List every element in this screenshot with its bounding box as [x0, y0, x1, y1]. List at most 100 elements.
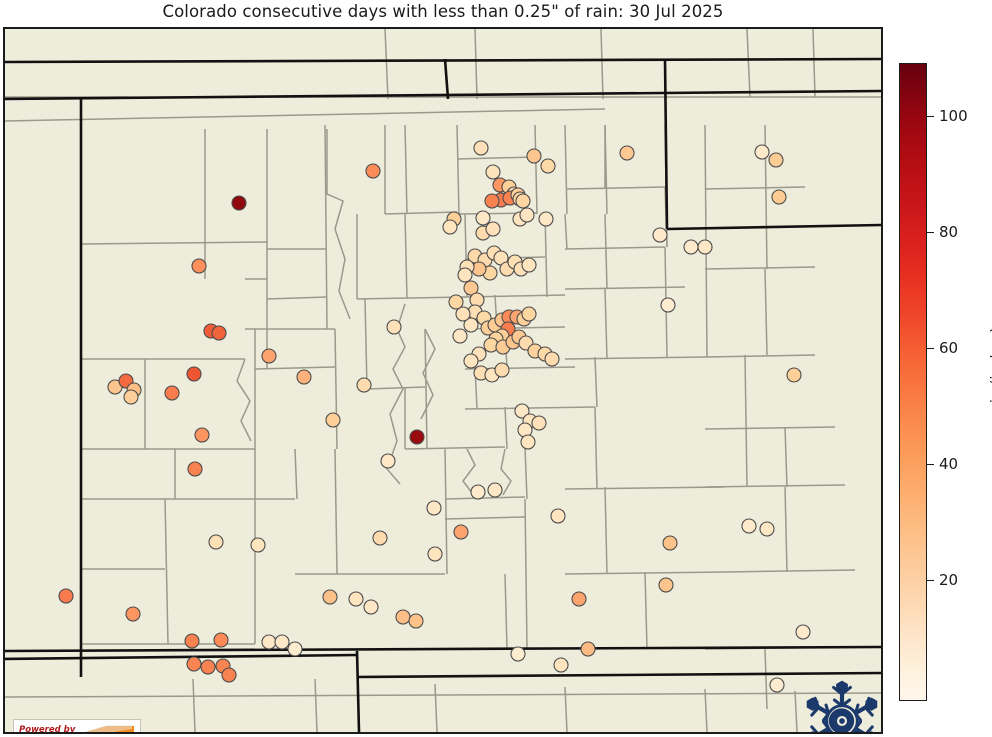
- map-background: [5, 29, 881, 732]
- station-point[interactable]: [754, 144, 770, 160]
- station-point[interactable]: [795, 624, 811, 640]
- station-point[interactable]: [515, 193, 531, 209]
- station-point[interactable]: [221, 667, 237, 683]
- acis-logo: Powered by ACIS Regional Climate Centers: [13, 719, 141, 734]
- station-point[interactable]: [550, 508, 566, 524]
- station-point[interactable]: [470, 484, 486, 500]
- station-point[interactable]: [463, 353, 479, 369]
- station-point[interactable]: [544, 351, 560, 367]
- station-point[interactable]: [187, 461, 203, 477]
- station-point[interactable]: [786, 367, 802, 383]
- station-point[interactable]: [662, 535, 678, 551]
- station-point[interactable]: [231, 195, 247, 211]
- station-point[interactable]: [363, 599, 379, 615]
- station-point[interactable]: [768, 152, 784, 168]
- colorbar-tick-mark: [927, 231, 934, 233]
- colorbar-tick-label: 80: [939, 222, 959, 241]
- station-point[interactable]: [194, 427, 210, 443]
- station-point[interactable]: [164, 385, 180, 401]
- station-point[interactable]: [58, 588, 74, 604]
- station-point[interactable]: [191, 258, 207, 274]
- station-point[interactable]: [514, 403, 530, 419]
- colorbar-tick-label: 100: [939, 106, 968, 125]
- station-point[interactable]: [520, 434, 536, 450]
- station-point[interactable]: [372, 530, 388, 546]
- station-point[interactable]: [250, 537, 266, 553]
- station-point[interactable]: [261, 634, 277, 650]
- station-point[interactable]: [619, 145, 635, 161]
- station-point[interactable]: [463, 280, 479, 296]
- colorbar[interactable]: 100 80 60 40 20 precip (inches): [899, 63, 992, 703]
- station-point[interactable]: [184, 633, 200, 649]
- station-point[interactable]: [213, 632, 229, 648]
- station-point[interactable]: [322, 589, 338, 605]
- station-point[interactable]: [448, 294, 464, 310]
- station-point[interactable]: [683, 239, 699, 255]
- station-point[interactable]: [274, 634, 290, 650]
- station-point[interactable]: [261, 348, 277, 364]
- station-point[interactable]: [741, 518, 757, 534]
- station-point[interactable]: [123, 389, 139, 405]
- station-point[interactable]: [455, 306, 471, 322]
- station-point[interactable]: [538, 211, 554, 227]
- map-canvas[interactable]: [5, 29, 881, 732]
- station-point[interactable]: [652, 227, 668, 243]
- station-point[interactable]: [186, 656, 202, 672]
- station-point[interactable]: [475, 210, 491, 226]
- station-point[interactable]: [125, 606, 141, 622]
- station-point[interactable]: [494, 362, 510, 378]
- station-point[interactable]: [484, 193, 500, 209]
- station-point[interactable]: [521, 257, 537, 273]
- colorbar-gradient: [899, 63, 927, 701]
- station-point[interactable]: [540, 158, 556, 174]
- station-point[interactable]: [485, 221, 501, 237]
- station-point[interactable]: [457, 267, 473, 283]
- station-point[interactable]: [427, 546, 443, 562]
- station-point[interactable]: [473, 140, 489, 156]
- station-point[interactable]: [442, 219, 458, 235]
- station-point[interactable]: [660, 297, 676, 313]
- station-point[interactable]: [571, 591, 587, 607]
- station-point[interactable]: [386, 319, 402, 335]
- station-point[interactable]: [296, 369, 312, 385]
- station-point[interactable]: [365, 163, 381, 179]
- station-point[interactable]: [463, 317, 479, 333]
- station-point[interactable]: [697, 239, 713, 255]
- station-point[interactable]: [186, 366, 202, 382]
- station-point[interactable]: [395, 609, 411, 625]
- station-point[interactable]: [208, 534, 224, 550]
- colorado-map-panel[interactable]: Powered by ACIS Regional Climate Centers: [3, 27, 883, 734]
- station-point[interactable]: [380, 453, 396, 469]
- station-point[interactable]: [519, 207, 535, 223]
- station-point[interactable]: [521, 306, 537, 322]
- station-point[interactable]: [510, 646, 526, 662]
- station-point[interactable]: [287, 641, 303, 657]
- station-point[interactable]: [759, 521, 775, 537]
- acis-powered-by: Powered by: [19, 725, 76, 734]
- station-point[interactable]: [485, 164, 501, 180]
- station-point[interactable]: [769, 677, 785, 693]
- station-point[interactable]: [452, 328, 468, 344]
- station-point[interactable]: [426, 500, 442, 516]
- station-point[interactable]: [580, 641, 596, 657]
- station-point[interactable]: [325, 412, 341, 428]
- station-point[interactable]: [356, 377, 372, 393]
- station-point[interactable]: [453, 524, 469, 540]
- station-point[interactable]: [348, 591, 364, 607]
- station-point[interactable]: [487, 482, 503, 498]
- station-point[interactable]: [553, 657, 569, 673]
- acis-wordmark: ACIS: [72, 730, 118, 734]
- station-point[interactable]: [408, 613, 424, 629]
- colorbar-tick-mark: [927, 347, 934, 349]
- station-point[interactable]: [200, 659, 216, 675]
- snowflake-icon: [800, 679, 881, 732]
- station-point[interactable]: [658, 577, 674, 593]
- station-point[interactable]: [526, 148, 542, 164]
- station-point[interactable]: [211, 325, 227, 341]
- station-point[interactable]: [771, 189, 787, 205]
- station-point[interactable]: [409, 429, 425, 445]
- station-points-layer[interactable]: [58, 140, 811, 693]
- colorbar-tick-label: 20: [939, 570, 959, 589]
- station-point[interactable]: [531, 415, 547, 431]
